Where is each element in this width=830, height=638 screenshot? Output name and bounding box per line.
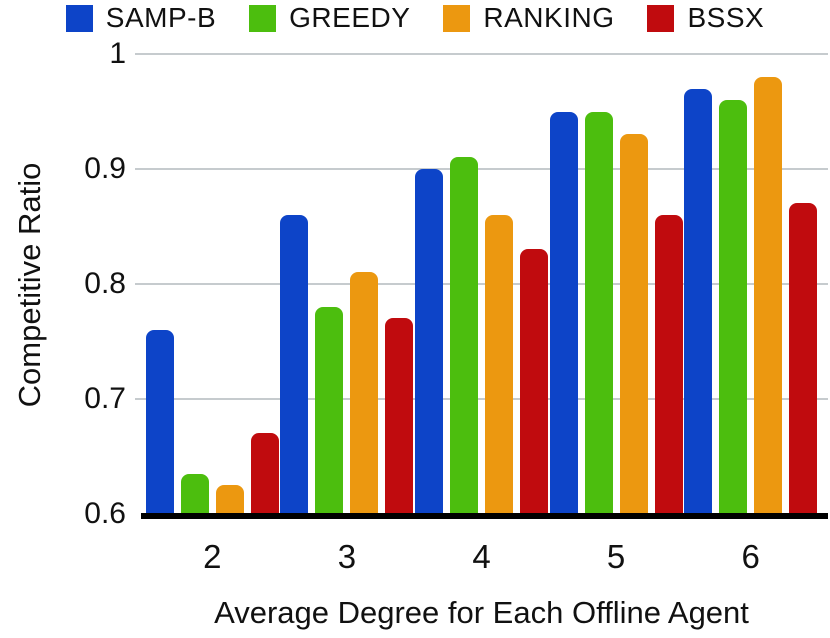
bar-samp-b-x2 — [145, 330, 174, 514]
bar-bssx-x5 — [654, 215, 683, 514]
bar-bssx-x4 — [520, 249, 548, 514]
bar-group — [549, 54, 683, 514]
bar-samp-b-x5 — [549, 112, 578, 514]
x-axis-title: Average Degree for Each Offline Agent — [214, 595, 749, 630]
legend-item: GREEDY — [249, 2, 410, 34]
y-tick-label: 1 — [109, 37, 126, 70]
legend-label: RANKING — [483, 2, 615, 33]
bar-greedy-x4 — [450, 157, 478, 514]
x-tick-label: 5 — [606, 538, 626, 575]
legend-swatch-icon — [647, 4, 675, 32]
bar-greedy-x5 — [584, 112, 613, 514]
legend-swatch-icon — [65, 4, 93, 32]
bar-samp-b-x3 — [280, 215, 309, 514]
bar-ranking-x2 — [215, 485, 244, 514]
bar-samp-b-x6 — [684, 89, 713, 514]
legend-label: BSSX — [687, 2, 765, 33]
bar-bssx-x2 — [250, 433, 279, 514]
bar-group — [145, 54, 279, 514]
legend-item: BSSX — [647, 2, 764, 34]
gridline — [135, 168, 828, 170]
y-tick-label: 0.8 — [84, 267, 126, 300]
bar-ranking-x4 — [485, 215, 513, 514]
y-axis-tick-labels: 1 0.9 0.8 0.7 0.6 — [0, 0, 126, 638]
gridline — [135, 53, 828, 55]
legend-label: SAMP-B — [105, 2, 217, 33]
y-tick-label: 0.9 — [84, 152, 126, 185]
bar-ranking-x6 — [754, 77, 783, 514]
chart-legend: SAMP-B GREEDY RANKING BSSX — [0, 1, 830, 35]
legend-item: RANKING — [443, 2, 614, 34]
bar-group — [415, 54, 548, 514]
x-tick-label: 3 — [337, 538, 357, 575]
x-axis-tick-labels: 2 3 4 5 6 — [135, 538, 828, 582]
bar-bssx-x3 — [385, 318, 414, 514]
plot-area — [135, 53, 828, 519]
legend-item: SAMP-B — [65, 2, 217, 34]
bar-ranking-x3 — [350, 272, 379, 514]
x-axis-line — [141, 513, 828, 519]
y-tick-label: 0.6 — [84, 497, 126, 530]
x-tick-label: 6 — [741, 538, 760, 575]
legend-swatch-icon — [249, 4, 277, 32]
bar-ranking-x5 — [619, 134, 648, 514]
bar-group — [280, 54, 414, 514]
x-tick-label: 4 — [472, 538, 491, 575]
gridline — [135, 398, 828, 400]
legend-swatch-icon — [443, 4, 471, 32]
bar-greedy-x3 — [315, 307, 344, 514]
bar-group — [684, 54, 818, 514]
y-axis-title: Competitive Ratio — [12, 162, 47, 408]
legend-label: GREEDY — [289, 2, 411, 33]
gridline — [135, 283, 828, 285]
bar-samp-b-x4 — [415, 169, 443, 514]
bar-bssx-x6 — [789, 203, 818, 514]
y-tick-label: 0.7 — [84, 382, 126, 415]
x-tick-label: 2 — [203, 538, 222, 575]
bar-greedy-x2 — [180, 474, 209, 514]
bar-greedy-x6 — [719, 100, 748, 514]
